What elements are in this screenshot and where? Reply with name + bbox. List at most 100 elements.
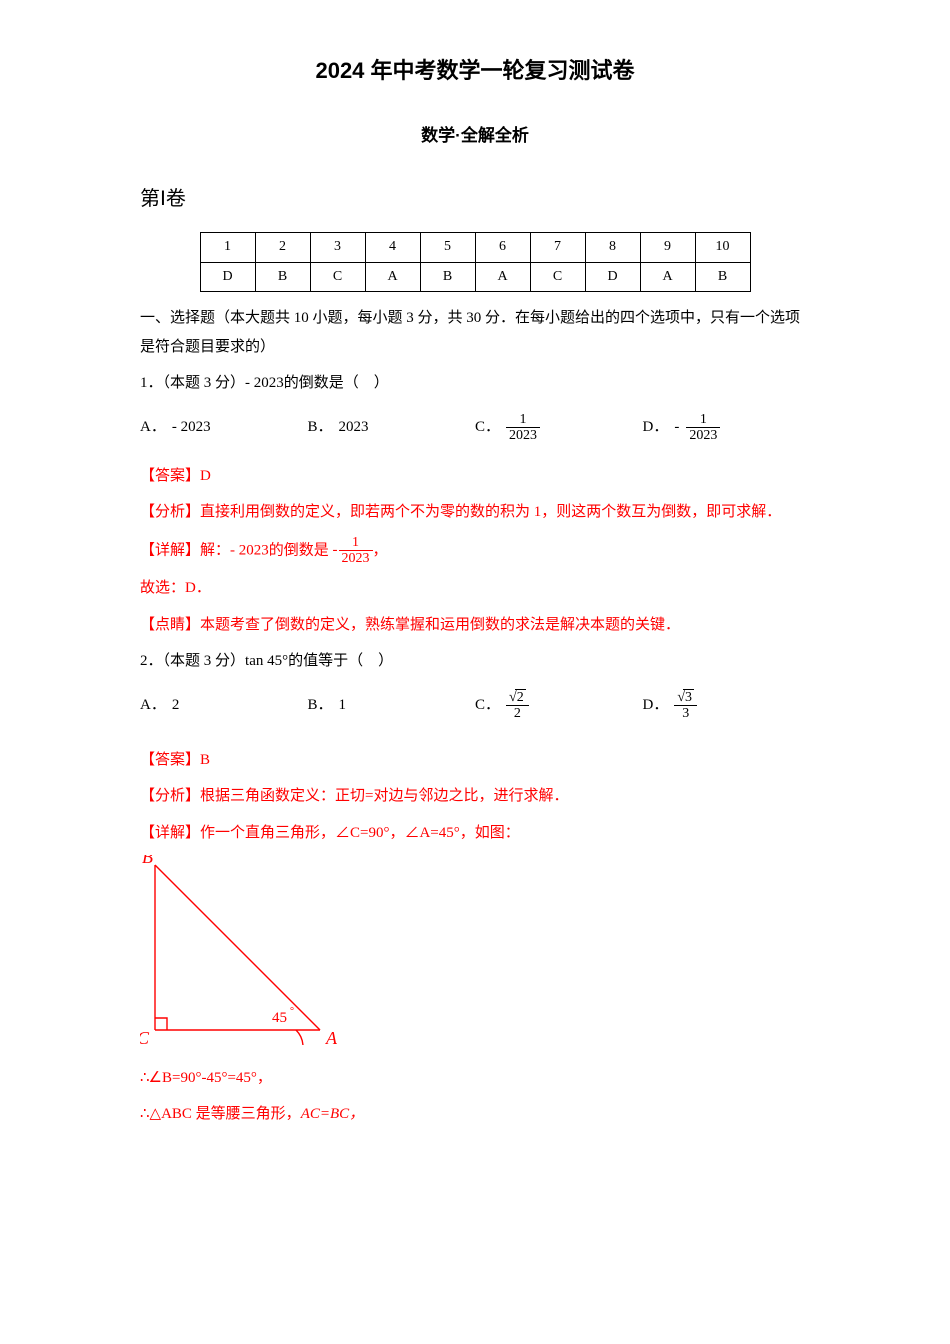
choice-label: D．	[643, 691, 669, 720]
ans-cell: A	[365, 262, 420, 292]
svg-text:°: °	[290, 1006, 294, 1017]
question-2-stem: 2．（本题 3 分）tan 45°的值等于（ ）	[140, 647, 810, 676]
page-title: 2024 年中考数学一轮复习测试卷	[140, 50, 810, 92]
ans-cell: C	[530, 262, 585, 292]
choice-a: A． 2	[140, 690, 308, 722]
svg-text:A: A	[325, 1028, 338, 1045]
detail-post: ，	[373, 542, 388, 558]
col-num: 4	[365, 233, 420, 263]
numerator: 1	[506, 412, 540, 428]
denominator: 2023	[506, 428, 540, 443]
choice-b: B． 2023	[308, 412, 476, 444]
instructions: 一、选择题（本大题共 10 小题，每小题 3 分，共 30 分．在每小题给出的四…	[140, 304, 810, 361]
denominator: 2023	[339, 551, 373, 566]
denominator: 2	[506, 706, 529, 721]
col-num: 6	[475, 233, 530, 263]
fraction: 1 2023	[339, 535, 373, 567]
answer-label: 【答案】	[140, 752, 200, 768]
triangle-figure: BCA45°	[140, 855, 810, 1056]
analysis-text: 根据三角函数定义：正切=对边与邻边之比，进行求解．	[200, 788, 568, 804]
svg-text:B: B	[142, 855, 153, 867]
detail-pre: 解：	[200, 542, 230, 558]
detail-mid: 的倒数是	[269, 542, 329, 558]
answer-key-table: 1 2 3 4 5 6 7 8 9 10 D B C A B A C D A B	[200, 232, 751, 292]
choice-label: B．	[308, 691, 333, 720]
choice-b: B． 1	[308, 690, 476, 722]
line2-eq: AC=BC，	[301, 1106, 364, 1122]
line1-text: ∠B=90°-45°=45°，	[149, 1070, 272, 1086]
q2-line2: ∴△ABC 是等腰三角形，AC=BC，	[140, 1100, 810, 1129]
detail-text: 作一个直角三角形，∠C=90°，∠A=45°，如图：	[200, 825, 520, 841]
ans-cell: B	[255, 262, 310, 292]
choice-d: D． - 1 2023	[643, 412, 811, 444]
ans-cell: C	[310, 262, 365, 292]
choice-label: D．	[643, 413, 669, 442]
analysis-label: 【分析】	[140, 788, 200, 804]
col-num: 5	[420, 233, 475, 263]
triangle-svg: BCA45°	[140, 855, 340, 1045]
denominator: 3	[674, 706, 697, 721]
numerator: 3	[674, 690, 697, 706]
q1-choices: A． - 2023 B． 2023 C． 1 2023 D． - 1 2023	[140, 412, 810, 444]
q1-val: - 2023	[245, 375, 284, 391]
col-num: 1	[200, 233, 255, 263]
choice-label: C．	[475, 413, 500, 442]
numerator: 2	[506, 690, 529, 706]
svg-text:45: 45	[272, 1010, 287, 1026]
section-head: 第Ⅰ卷	[140, 180, 810, 218]
choice-label: C．	[475, 691, 500, 720]
answer-label: 【答案】	[140, 468, 200, 484]
radicand: 3	[683, 689, 694, 705]
q1-num: 1．	[140, 375, 163, 391]
choice-label: A．	[140, 691, 166, 720]
choice-a: A． - 2023	[140, 412, 308, 444]
fraction: 2 2	[506, 690, 529, 722]
choice-label: B．	[308, 413, 333, 442]
question-1-stem: 1．（本题 3 分）- 2023的倒数是（ ）	[140, 369, 810, 398]
fraction: 3 3	[674, 690, 697, 722]
choice-c: C． 1 2023	[475, 412, 643, 444]
fraction: 1 2023	[506, 412, 540, 444]
q2-points: （本题 3 分）	[163, 653, 246, 669]
ans-cell: D	[200, 262, 255, 292]
page-subtitle: 数学·全解全析	[140, 120, 810, 152]
col-num: 8	[585, 233, 640, 263]
numerator: 1	[339, 535, 373, 551]
detail-label: 【详解】	[140, 542, 200, 558]
numerator: 1	[686, 412, 720, 428]
detail-a: - 2023	[230, 542, 269, 558]
sqrt-icon: 2	[509, 690, 526, 705]
q2-detail: 【详解】作一个直角三角形，∠C=90°，∠A=45°，如图：	[140, 819, 810, 848]
detail-label: 【详解】	[140, 825, 200, 841]
q2-choices: A． 2 B． 1 C． 2 2 D． 3 3	[140, 690, 810, 722]
q2-analysis: 【分析】根据三角函数定义：正切=对边与邻边之比，进行求解．	[140, 782, 810, 811]
col-num: 2	[255, 233, 310, 263]
ans-cell: D	[585, 262, 640, 292]
ans-cell: A	[475, 262, 530, 292]
q2-num: 2．	[140, 653, 163, 669]
q2-line1: ∴∠B=90°-45°=45°，	[140, 1064, 810, 1093]
point-text: 本题考查了倒数的定义，熟练掌握和运用倒数的求法是解决本题的关键．	[200, 617, 680, 633]
table-row: D B C A B A C D A B	[200, 262, 750, 292]
col-num: 7	[530, 233, 585, 263]
q1-post: 的倒数是（ ）	[284, 375, 389, 391]
col-num: 10	[695, 233, 750, 263]
choice-d: D． 3 3	[643, 690, 811, 722]
choice-value: - 2023	[172, 413, 211, 442]
q2-answer: 【答案】B	[140, 746, 810, 775]
choice-label: A．	[140, 413, 166, 442]
q1-point: 【点睛】本题考查了倒数的定义，熟练掌握和运用倒数的求法是解决本题的关键．	[140, 611, 810, 640]
neg-sign: -	[674, 413, 680, 442]
q1-points: （本题 3 分）	[163, 375, 246, 391]
line2-pre: ∴△ABC 是等腰三角形，	[140, 1106, 301, 1122]
fraction: 1 2023	[686, 412, 720, 444]
q1-therefore: 故选：D．	[140, 574, 810, 603]
sqrt-icon: 3	[677, 690, 694, 705]
choice-value: 2	[172, 691, 180, 720]
q1-analysis: 【分析】直接利用倒数的定义，即若两个不为零的数的积为 1，则这两个数互为倒数，即…	[140, 498, 810, 527]
col-num: 9	[640, 233, 695, 263]
q2-post: 的值等于（ ）	[288, 653, 393, 669]
choice-value: 2023	[339, 413, 369, 442]
q1-detail: 【详解】解：- 2023的倒数是 - 1 2023 ，	[140, 535, 810, 567]
answer-val: B	[200, 752, 210, 768]
